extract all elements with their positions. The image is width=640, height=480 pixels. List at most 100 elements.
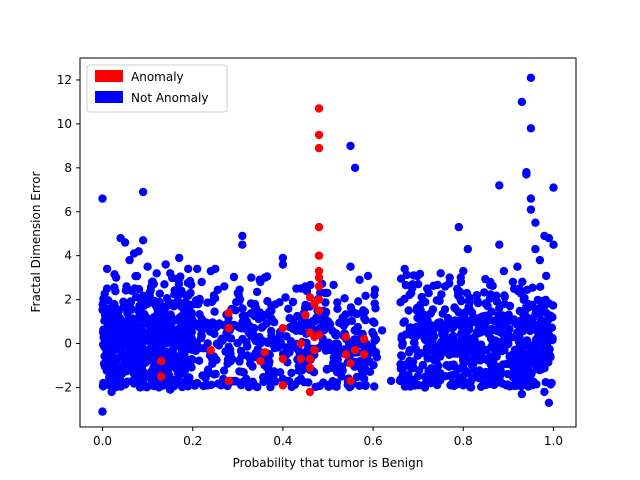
- data-point-not-anomaly: [238, 231, 247, 241]
- data-point-not-anomaly: [466, 383, 475, 392]
- data-point-not-anomaly: [273, 336, 282, 345]
- data-point-not-anomaly: [139, 382, 148, 391]
- data-point-not-anomaly: [237, 324, 246, 333]
- data-point-not-anomaly: [476, 313, 485, 322]
- data-point-not-anomaly: [324, 338, 333, 347]
- data-point-not-anomaly: [437, 290, 446, 299]
- data-point-not-anomaly: [400, 294, 409, 304]
- data-point-not-anomaly: [408, 284, 417, 293]
- data-point-not-anomaly: [231, 306, 240, 315]
- data-point-not-anomaly: [526, 205, 536, 214]
- data-point-not-anomaly: [315, 324, 324, 333]
- data-point-not-anomaly: [441, 332, 450, 342]
- data-point-not-anomaly: [377, 326, 387, 335]
- data-point-not-anomaly: [540, 364, 549, 373]
- data-point-not-anomaly: [480, 288, 489, 297]
- data-point-not-anomaly: [361, 291, 370, 300]
- data-point-not-anomaly: [428, 328, 438, 337]
- data-point-not-anomaly: [333, 355, 342, 364]
- data-point-anomaly: [278, 354, 288, 364]
- data-point-not-anomaly: [470, 317, 479, 327]
- data-point-not-anomaly: [514, 337, 524, 346]
- data-point-not-anomaly: [126, 325, 135, 334]
- data-point-not-anomaly: [160, 280, 169, 289]
- data-point-not-anomaly: [134, 340, 144, 350]
- data-point-anomaly: [224, 376, 233, 386]
- data-point-not-anomaly: [246, 359, 255, 368]
- data-point-not-anomaly: [197, 277, 206, 287]
- data-point-not-anomaly: [421, 372, 430, 381]
- data-point-not-anomaly: [508, 277, 518, 287]
- legend-label-not-anomaly: Not Anomaly: [131, 91, 208, 105]
- data-point-not-anomaly: [460, 330, 469, 340]
- data-point-not-anomaly: [405, 324, 414, 333]
- data-point-not-anomaly: [154, 304, 164, 314]
- data-point-not-anomaly: [233, 288, 242, 298]
- data-point-not-anomaly: [370, 382, 379, 391]
- data-point-not-anomaly: [454, 376, 463, 386]
- data-point-not-anomaly: [371, 304, 380, 313]
- data-point-not-anomaly: [238, 304, 247, 313]
- data-point-not-anomaly: [120, 238, 130, 247]
- data-point-not-anomaly: [98, 194, 107, 203]
- data-point-not-anomaly: [453, 349, 462, 358]
- data-point-anomaly: [314, 273, 324, 282]
- data-point-not-anomaly: [472, 291, 481, 300]
- data-point-not-anomaly: [350, 326, 359, 335]
- data-point-anomaly: [305, 328, 315, 337]
- data-point-not-anomaly: [276, 368, 285, 377]
- x-tick-label: 0.2: [183, 434, 202, 448]
- data-point-not-anomaly: [229, 272, 239, 282]
- data-point-not-anomaly: [409, 271, 418, 280]
- data-point-not-anomaly: [517, 389, 527, 399]
- data-point-not-anomaly: [433, 280, 442, 290]
- data-point-not-anomaly: [209, 291, 219, 300]
- data-point-not-anomaly: [140, 310, 149, 319]
- data-point-not-anomaly: [126, 332, 135, 341]
- data-point-not-anomaly: [522, 170, 531, 179]
- data-point-anomaly: [314, 330, 324, 339]
- data-point-not-anomaly: [435, 296, 444, 306]
- data-point-not-anomaly: [459, 266, 468, 276]
- data-point-not-anomaly: [104, 296, 113, 305]
- data-point-not-anomaly: [213, 379, 223, 388]
- data-point-not-anomaly: [446, 381, 455, 390]
- x-tick-label: 0.8: [454, 434, 473, 448]
- data-point-not-anomaly: [193, 378, 202, 388]
- data-point-not-anomaly: [311, 382, 320, 392]
- data-point-not-anomaly: [324, 317, 333, 327]
- data-point-anomaly: [296, 339, 306, 348]
- data-point-not-anomaly: [130, 284, 139, 293]
- data-point-not-anomaly: [238, 367, 247, 377]
- data-point-not-anomaly: [209, 370, 219, 379]
- data-point-not-anomaly: [247, 378, 256, 388]
- data-point-not-anomaly: [165, 313, 175, 322]
- data-point-not-anomaly: [486, 277, 495, 287]
- data-point-not-anomaly: [368, 317, 378, 326]
- data-point-not-anomaly: [287, 368, 296, 378]
- data-point-anomaly: [305, 354, 315, 364]
- data-point-anomaly: [359, 350, 369, 359]
- data-point-not-anomaly: [216, 336, 225, 346]
- data-point-not-anomaly: [485, 294, 495, 303]
- data-point-not-anomaly: [331, 331, 341, 340]
- data-point-not-anomaly: [460, 319, 469, 328]
- data-point-not-anomaly: [369, 330, 378, 339]
- data-point-not-anomaly: [134, 358, 143, 367]
- data-point-not-anomaly: [442, 361, 451, 370]
- data-point-not-anomaly: [448, 370, 457, 380]
- data-point-not-anomaly: [526, 194, 536, 203]
- data-point-anomaly: [278, 324, 288, 333]
- data-point-anomaly: [296, 354, 306, 364]
- data-point-not-anomaly: [428, 305, 438, 314]
- data-point-not-anomaly: [116, 323, 125, 333]
- y-tick-label: 2: [64, 293, 72, 307]
- data-point-not-anomaly: [190, 299, 199, 309]
- data-point-not-anomaly: [537, 315, 546, 325]
- data-point-not-anomaly: [289, 316, 298, 325]
- data-point-not-anomaly: [152, 269, 161, 278]
- data-point-not-anomaly: [180, 305, 189, 315]
- data-point-not-anomaly: [450, 342, 460, 351]
- data-point-anomaly: [314, 104, 324, 113]
- data-point-anomaly: [224, 308, 233, 317]
